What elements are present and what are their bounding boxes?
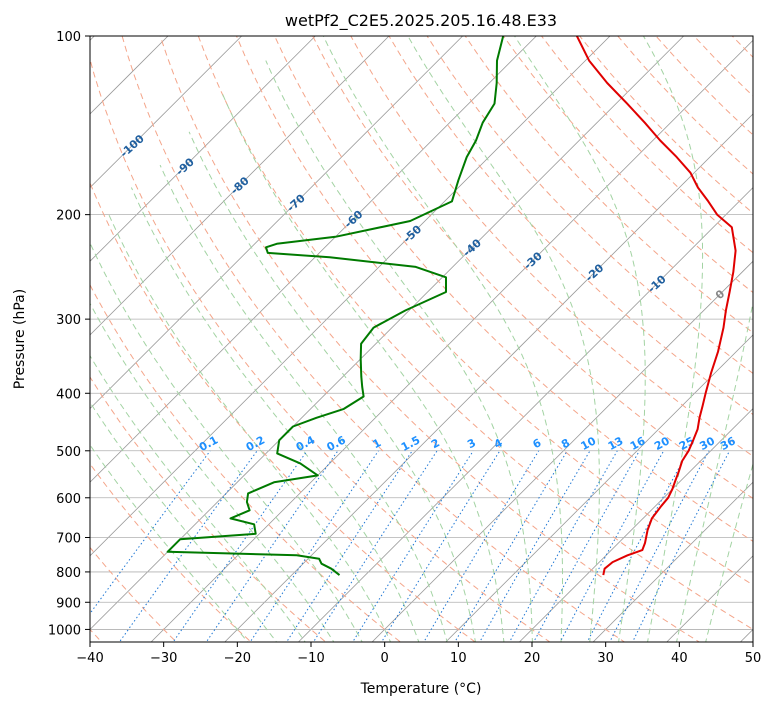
mixing-ratio-line: [381, 450, 501, 642]
dry-adiabat-line: [312, 36, 753, 499]
y-tick-label: 600: [56, 492, 81, 507]
mixing-ratio-line: [508, 450, 618, 642]
isotherm-line: [90, 36, 611, 557]
mixing-ratio-line: [586, 450, 689, 642]
moist-adiabat-line: [90, 401, 278, 642]
y-tick-label: 300: [56, 313, 81, 328]
moist-adiabat-line: [407, 36, 600, 642]
isotherm-line: [298, 187, 753, 642]
x-tick-label: −10: [297, 651, 324, 666]
dry-adiabat-line: [426, 36, 753, 374]
mixing-ratio-line: [423, 450, 540, 642]
isotherm-line: [90, 36, 537, 483]
moist-adiabat-line: [108, 214, 392, 642]
x-tick-label: 20: [524, 651, 541, 666]
mixing-ratio-label: 25: [677, 434, 697, 453]
sounding-profiles: [166, 36, 737, 576]
dry-adiabat-line: [274, 36, 753, 542]
y-axis-ticks: 100 200 300 400 500 600 700 800 900 1000: [48, 30, 90, 638]
mixing-ratio-line: [118, 450, 258, 642]
isotherm-line: [519, 407, 753, 642]
x-tick-label: 40: [671, 651, 688, 666]
mixing-ratio-line: [352, 450, 474, 642]
moist-adiabat-line: [514, 36, 646, 642]
isotherm-line: [445, 334, 753, 642]
x-tick-label: 50: [745, 651, 762, 666]
isotherm-line: [224, 113, 753, 642]
mixing-ratio-label: 10: [579, 434, 599, 453]
y-tick-label: 100: [56, 30, 81, 45]
moist-adiabat-line: [159, 164, 448, 642]
dry-adiabat-line: [121, 36, 626, 642]
moist-adiabat-line: [90, 302, 335, 642]
dry-adiabat-line: [197, 36, 753, 631]
x-tick-label: 10: [450, 651, 467, 666]
mixing-ratio-label: 36: [718, 434, 738, 453]
moist-adiabat-line: [322, 36, 563, 642]
mixing-ratio-line: [286, 450, 413, 642]
moist-adiabat-line: [90, 241, 363, 642]
dry-adiabat-line: [90, 463, 252, 642]
moist-adiabat-line: [221, 93, 505, 642]
moist-adiabat-line: [642, 36, 704, 642]
mixing-ratio-label: 13: [606, 434, 626, 453]
y-tick-label: 500: [56, 445, 81, 460]
dry-adiabat-line: [388, 36, 753, 416]
moist-adiabat-line: [676, 299, 753, 642]
dry-adiabat-line: [90, 546, 178, 642]
isotherm-line: [371, 260, 753, 642]
mixing-ratio-label: 16: [628, 434, 648, 453]
mixing-ratio-lines: [90, 450, 731, 642]
mixing-ratio-line: [205, 450, 339, 642]
isotherm-line: [90, 36, 390, 336]
isotherm-line: [90, 36, 316, 262]
mixing-ratio-label: 20: [652, 434, 672, 453]
x-tick-label: −30: [150, 651, 177, 666]
x-axis-ticks: −40 −30 −20 −10 0 10 20 30 40 50: [76, 642, 761, 666]
moist-adiabat-line: [188, 131, 477, 642]
dry-adiabat-line: [90, 57, 551, 642]
moist-adiabat-line: [705, 462, 753, 642]
mixing-ratio-line: [479, 450, 591, 642]
temperature-profile-line: [576, 36, 737, 576]
x-tick-label: 0: [381, 651, 389, 666]
isotherm-line: [592, 481, 753, 642]
dewpoint-profile-line: [166, 36, 505, 576]
dry-adiabat-line: [90, 283, 402, 642]
y-tick-label: 900: [56, 596, 81, 611]
mixing-ratio-line: [533, 450, 640, 642]
mixing-ratio-line: [559, 450, 665, 642]
mixing-ratio-line: [312, 450, 438, 642]
x-tick-label: −20: [224, 651, 251, 666]
y-tick-label: 800: [56, 566, 81, 581]
moist-adiabat-line: [90, 354, 306, 642]
x-tick-label: 30: [597, 651, 614, 666]
plot-frame: [89, 35, 754, 643]
isotherm-line: [90, 36, 242, 189]
moist-adiabat-line: [265, 60, 533, 642]
dry-adiabat-lines: [90, 36, 753, 642]
moist-adiabat-lines: [90, 36, 753, 642]
moist-adiabat-line: [130, 187, 420, 642]
dry-adiabat-line: [350, 36, 753, 457]
dry-adiabat-line: [90, 181, 476, 642]
dry-adiabat-line: [90, 376, 327, 642]
mixing-ratio-line: [249, 450, 379, 642]
x-tick-label: −40: [76, 651, 103, 666]
y-tick-label: 700: [56, 532, 81, 547]
y-axis-label: Pressure (hPa): [12, 289, 28, 389]
moist-adiabat-line: [90, 444, 249, 642]
chart-title: wetPf2_C2E5.2025.205.16.48.E33: [285, 11, 557, 31]
dry-adiabat-line: [159, 36, 701, 642]
y-tick-label: 400: [56, 387, 81, 402]
y-tick-label: 200: [56, 209, 81, 224]
dry-adiabat-line: [235, 36, 753, 586]
mixing-ratio-line: [454, 450, 568, 642]
x-axis-label: Temperature (°C): [360, 681, 482, 697]
y-tick-label: 1000: [48, 623, 81, 638]
isotherm-line: [90, 36, 463, 410]
mixing-ratio-label: 30: [697, 434, 717, 453]
